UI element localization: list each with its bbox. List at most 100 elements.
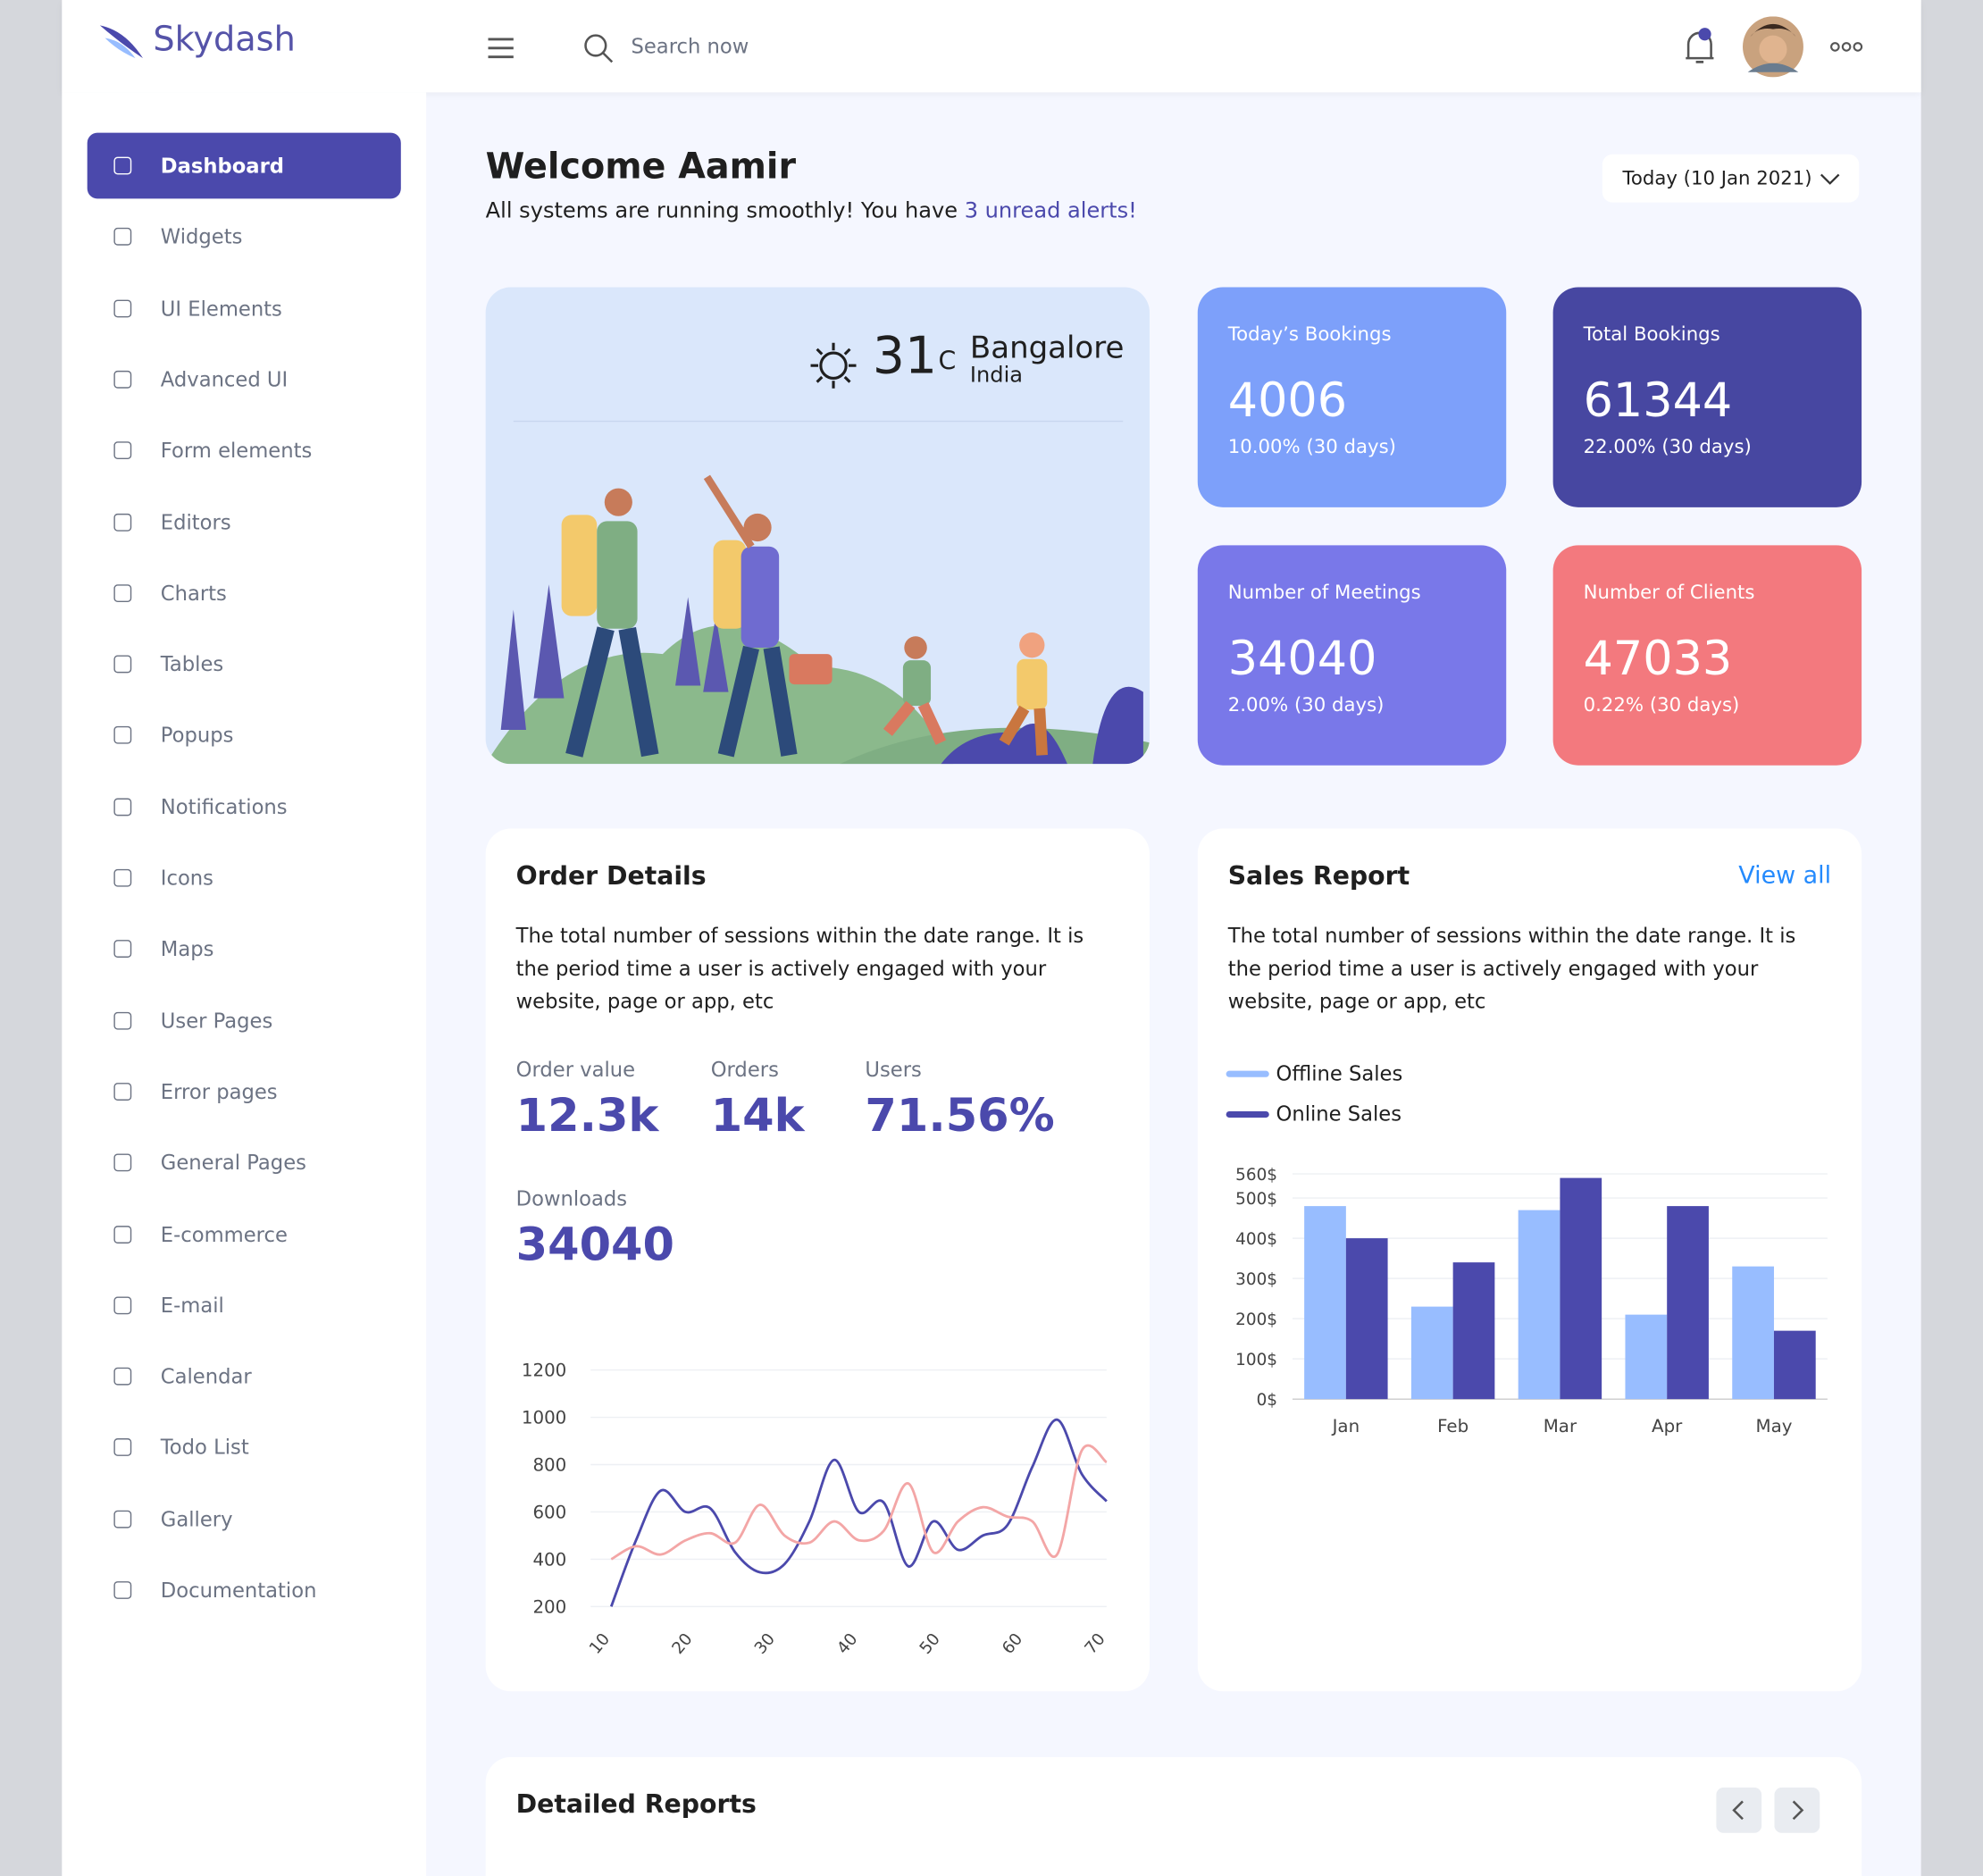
nav-icon: [113, 726, 132, 745]
stat-change: 10.00% (30 days): [1227, 435, 1396, 458]
x-tick-label: 10: [586, 1629, 614, 1657]
stat-title: Total Bookings: [1583, 322, 1720, 346]
nav-item[interactable]: E-mail: [88, 1272, 401, 1338]
nav-item[interactable]: Dashboard: [87, 132, 401, 199]
nav-item[interactable]: Documentation: [88, 1557, 401, 1623]
alerts-link[interactable]: 3 unread alerts!: [964, 198, 1137, 224]
card-title: Detailed Reports: [515, 1788, 757, 1820]
order-details-card: Order Details The total number of sessio…: [485, 828, 1150, 1692]
nav-item[interactable]: Calendar: [88, 1344, 401, 1410]
temperature-unit: C: [938, 345, 957, 376]
bar: [1345, 1238, 1388, 1400]
nav-icon: [113, 1225, 132, 1244]
nav-label: Editors: [160, 509, 231, 534]
nav-icon: [113, 655, 132, 674]
stat-label: Orders: [710, 1057, 779, 1082]
card-title: Order Details: [515, 859, 707, 891]
nav-item[interactable]: User Pages: [88, 987, 401, 1053]
nav-item[interactable]: Editors: [88, 489, 401, 555]
x-tick-label: 70: [1082, 1629, 1109, 1657]
nav-label: UI Elements: [160, 296, 282, 321]
nav-icon: [113, 1082, 132, 1101]
x-tick-label: Mar: [1544, 1416, 1577, 1436]
search-input[interactable]: Search now: [631, 34, 749, 59]
next-button[interactable]: [1774, 1787, 1820, 1833]
nav-label: Notifications: [160, 794, 288, 819]
weather-card: 31 C Bangalore India: [485, 287, 1150, 765]
line-series: [610, 1444, 1108, 1561]
bar: [1304, 1206, 1346, 1400]
prev-button[interactable]: [1716, 1787, 1762, 1833]
nav-label: Maps: [160, 937, 214, 961]
nav-icon: [113, 583, 132, 602]
notification-bell[interactable]: [1681, 25, 1719, 68]
stat-title: Number of Clients: [1583, 580, 1755, 604]
nav-icon: [113, 1438, 132, 1457]
date-label: Today (10 Jan 2021): [1622, 166, 1812, 190]
x-tick-label: 30: [751, 1629, 779, 1657]
nav-label: Advanced UI: [160, 367, 289, 392]
nav-item[interactable]: UI Elements: [88, 275, 401, 341]
nav-label: Form elements: [160, 438, 313, 463]
stat-value: 34040: [1227, 631, 1377, 686]
illustration: [485, 342, 1150, 765]
nav-item[interactable]: Form elements: [88, 418, 401, 484]
nav-item[interactable]: E-commerce: [88, 1202, 401, 1268]
nav-item[interactable]: Icons: [88, 845, 401, 911]
nav-icon: [113, 228, 132, 247]
bar: [1732, 1266, 1774, 1400]
nav-icon: [113, 513, 132, 532]
menu-toggle[interactable]: [487, 36, 515, 61]
nav-item[interactable]: Charts: [88, 560, 401, 626]
view-all-link[interactable]: View all: [1738, 861, 1832, 890]
x-tick-label: May: [1755, 1416, 1792, 1436]
nav-item[interactable]: General Pages: [88, 1130, 401, 1196]
nav-label: Icons: [160, 866, 213, 891]
nav-label: Gallery: [160, 1506, 233, 1531]
sidebar: [62, 92, 427, 1876]
nav-item[interactable]: Widgets: [88, 204, 401, 270]
line-series: [609, 1418, 1108, 1607]
nav-item[interactable]: Popups: [88, 702, 401, 768]
city: Bangalore: [969, 330, 1125, 366]
stat-title: Today’s Bookings: [1227, 322, 1392, 346]
nav-item[interactable]: Notifications: [88, 774, 401, 840]
temperature: 31: [872, 327, 937, 386]
stat-label: Downloads: [515, 1186, 628, 1211]
y-tick-label: 500$: [1235, 1190, 1277, 1209]
message: All systems are running smoothly! You ha…: [485, 198, 958, 224]
card-description: The total number of sessions within the …: [1227, 923, 1796, 1014]
nav-item[interactable]: Tables: [88, 632, 401, 698]
nav-item[interactable]: Error pages: [88, 1059, 401, 1125]
nav-icon: [113, 1296, 132, 1314]
user-avatar[interactable]: [1743, 16, 1803, 78]
nav-item[interactable]: Todo List: [88, 1415, 401, 1481]
nav-label: Todo List: [160, 1436, 249, 1460]
more-options[interactable]: [1830, 40, 1863, 53]
bar: [1625, 1314, 1668, 1400]
stat-change: 22.00% (30 days): [1583, 435, 1752, 458]
nav-label: Tables: [160, 652, 224, 677]
nav-icon: [113, 868, 132, 887]
nav-icon: [113, 156, 132, 175]
y-tick-label: 1200: [522, 1361, 566, 1381]
card-description: The total number of sessions within the …: [515, 923, 1084, 1014]
x-tick-label: 50: [916, 1629, 944, 1657]
nav-item[interactable]: Advanced UI: [88, 347, 401, 413]
stat-value: 34040: [515, 1219, 674, 1272]
stat-card: Number of Meetings 34040 2.00% (30 days): [1197, 545, 1507, 766]
date-filter[interactable]: Today (10 Jan 2021): [1602, 154, 1860, 203]
search-icon[interactable]: [583, 33, 616, 66]
stat-change: 2.00% (30 days): [1227, 692, 1385, 716]
nav-label: E-mail: [160, 1293, 224, 1318]
nav-item[interactable]: Gallery: [88, 1486, 401, 1552]
y-tick-label: 300$: [1235, 1270, 1277, 1289]
bar: [1667, 1206, 1709, 1400]
stat-label: Users: [865, 1057, 922, 1082]
y-tick-label: 800: [532, 1455, 566, 1476]
nav-item[interactable]: Maps: [88, 917, 401, 983]
stat-value: 12.3k: [515, 1090, 659, 1143]
y-tick-label: 200: [532, 1596, 566, 1617]
